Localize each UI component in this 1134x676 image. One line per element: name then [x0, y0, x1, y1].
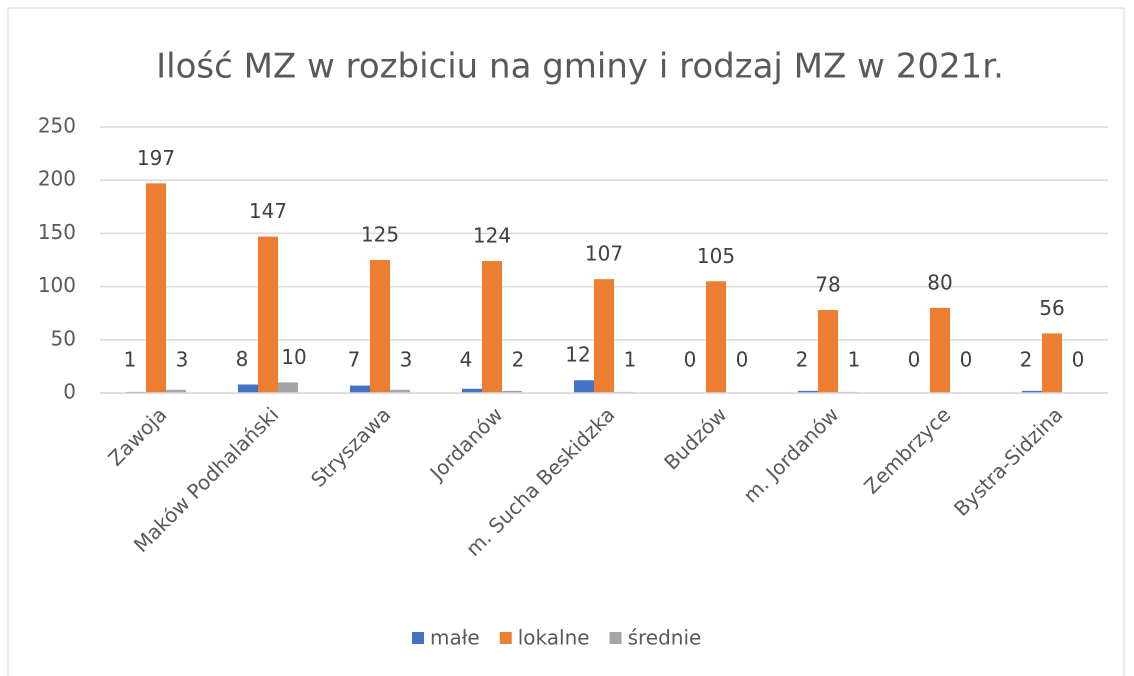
- bar: [706, 281, 726, 393]
- data-label: 2: [796, 348, 809, 372]
- data-label: 1: [624, 348, 637, 372]
- data-label: 80: [927, 270, 952, 294]
- bar: [574, 380, 594, 393]
- bar: [166, 389, 186, 393]
- bar: [278, 382, 298, 393]
- bar: [1022, 390, 1042, 393]
- data-label: 107: [585, 242, 623, 266]
- bar: [502, 390, 522, 393]
- data-label: 0: [1072, 348, 1085, 372]
- data-label: 125: [361, 223, 399, 247]
- bar: [818, 310, 838, 393]
- bar: [370, 260, 390, 393]
- data-label: 12: [565, 343, 590, 367]
- data-label: 0: [684, 348, 697, 372]
- data-label: 0: [736, 348, 749, 372]
- data-label: 8: [236, 347, 249, 371]
- bar: [1042, 333, 1062, 393]
- data-label: 4: [460, 348, 473, 372]
- data-label: 0: [908, 348, 921, 372]
- y-tick-label: 150: [38, 220, 76, 244]
- data-label: 56: [1039, 296, 1064, 320]
- bar: [258, 236, 278, 393]
- y-tick-label: 0: [63, 380, 76, 404]
- data-label: 3: [176, 348, 189, 372]
- data-label: 147: [249, 199, 287, 223]
- bar: [798, 390, 818, 393]
- legend-label: średnie: [628, 626, 702, 650]
- legend-swatch: [609, 632, 622, 644]
- legend-label: małe: [430, 626, 480, 650]
- y-tick-label: 200: [38, 167, 76, 191]
- legend-swatch: [412, 632, 424, 644]
- data-label: 1: [124, 348, 137, 372]
- data-label: 0: [960, 348, 973, 372]
- bar: [930, 307, 950, 393]
- bar: [482, 261, 502, 393]
- data-label: 105: [697, 244, 735, 268]
- legend-swatch: [499, 632, 512, 644]
- bar: [390, 389, 410, 393]
- y-tick-label: 100: [38, 273, 76, 297]
- data-label: 1: [848, 348, 861, 372]
- legend-label: lokalne: [518, 626, 590, 650]
- data-label: 197: [137, 146, 175, 170]
- y-tick-label: 250: [38, 114, 76, 138]
- bar: [594, 279, 614, 393]
- data-label: 7: [348, 348, 361, 372]
- y-tick-label: 50: [51, 326, 76, 350]
- data-label: 2: [512, 348, 525, 372]
- bar: [238, 384, 258, 393]
- data-label: 3: [400, 348, 413, 372]
- bar: [146, 183, 166, 393]
- data-label: 124: [473, 224, 511, 248]
- bar: [462, 388, 482, 393]
- data-label: 78: [815, 273, 840, 297]
- bar: [350, 385, 370, 393]
- data-label: 10: [281, 345, 306, 369]
- data-label: 2: [1020, 348, 1033, 372]
- chart-title: Ilość MZ w rozbiciu na gminy i rodzaj MZ…: [156, 47, 1004, 87]
